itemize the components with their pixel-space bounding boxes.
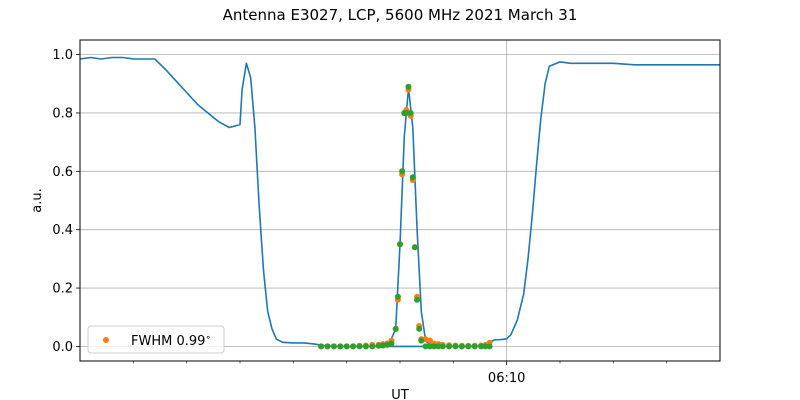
fit-point [478, 343, 485, 350]
fit-point [465, 343, 472, 350]
fit-point [407, 110, 414, 116]
y-tick-label: 0.6 [52, 165, 73, 180]
y-tick-label: 0.4 [52, 223, 73, 238]
axes-frame [79, 39, 721, 362]
legend-label-degree: ∘ [205, 333, 211, 343]
fit-point [356, 343, 363, 350]
y-tick-label: 1.0 [52, 48, 73, 63]
fit-point [471, 343, 478, 350]
fit-point [405, 83, 412, 90]
fit-point [418, 337, 425, 344]
fit-point [431, 343, 438, 350]
fwhm-point [426, 337, 433, 344]
fit-point [392, 325, 399, 332]
fit-point [330, 343, 337, 350]
y-tick-label: 0.8 [52, 106, 73, 121]
fit-point [343, 343, 350, 350]
x-tick-label: 06:10 [488, 371, 525, 386]
legend-marker [103, 337, 109, 343]
fit-point [414, 296, 421, 303]
fit-point [394, 293, 401, 300]
fit-point [318, 343, 325, 350]
fit-point [409, 174, 416, 181]
fit-point [403, 110, 410, 116]
fit-point [397, 241, 403, 248]
fit-point [411, 244, 418, 251]
grid-lines [80, 40, 720, 361]
fit-point [399, 168, 406, 175]
fit-point [426, 343, 433, 350]
fit-point [337, 343, 344, 350]
legend-label-text: FWHM 0.99 [131, 334, 205, 349]
chart-title: Antenna E3027, LCP, 5600 MHz 2021 March … [223, 6, 578, 24]
series-line-peak [388, 87, 431, 346]
fit-point [446, 343, 453, 350]
fit-point [486, 343, 493, 350]
y-tick-label: 0.0 [52, 340, 73, 355]
fit-point [435, 343, 442, 350]
fit-point [439, 343, 446, 350]
y-axis-ticks: 0.0 0.2 0.4 0.6 0.8 1.0 [52, 48, 80, 355]
legend-label-fwhm: FWHM 0.99∘ [131, 333, 211, 349]
fit-point [482, 343, 489, 350]
fit-point [416, 325, 423, 332]
fit-point [458, 343, 465, 350]
y-axis-label: a.u. [30, 188, 45, 212]
x-axis-label: UT [391, 388, 409, 400]
fit-point [452, 343, 459, 350]
x-axis-ticks: 06:10 [133, 361, 667, 386]
y-tick-label: 0.2 [52, 282, 73, 297]
plot-area [80, 56, 720, 350]
legend: FWHM 0.99∘ [87, 325, 225, 354]
fit-point [324, 343, 331, 350]
fit-point [362, 343, 369, 350]
series-line-main [80, 56, 720, 348]
fit-point [369, 343, 376, 350]
fit-point [350, 343, 357, 350]
legend-frame [87, 325, 225, 354]
fit-point [422, 343, 429, 350]
fit-point [388, 340, 395, 347]
